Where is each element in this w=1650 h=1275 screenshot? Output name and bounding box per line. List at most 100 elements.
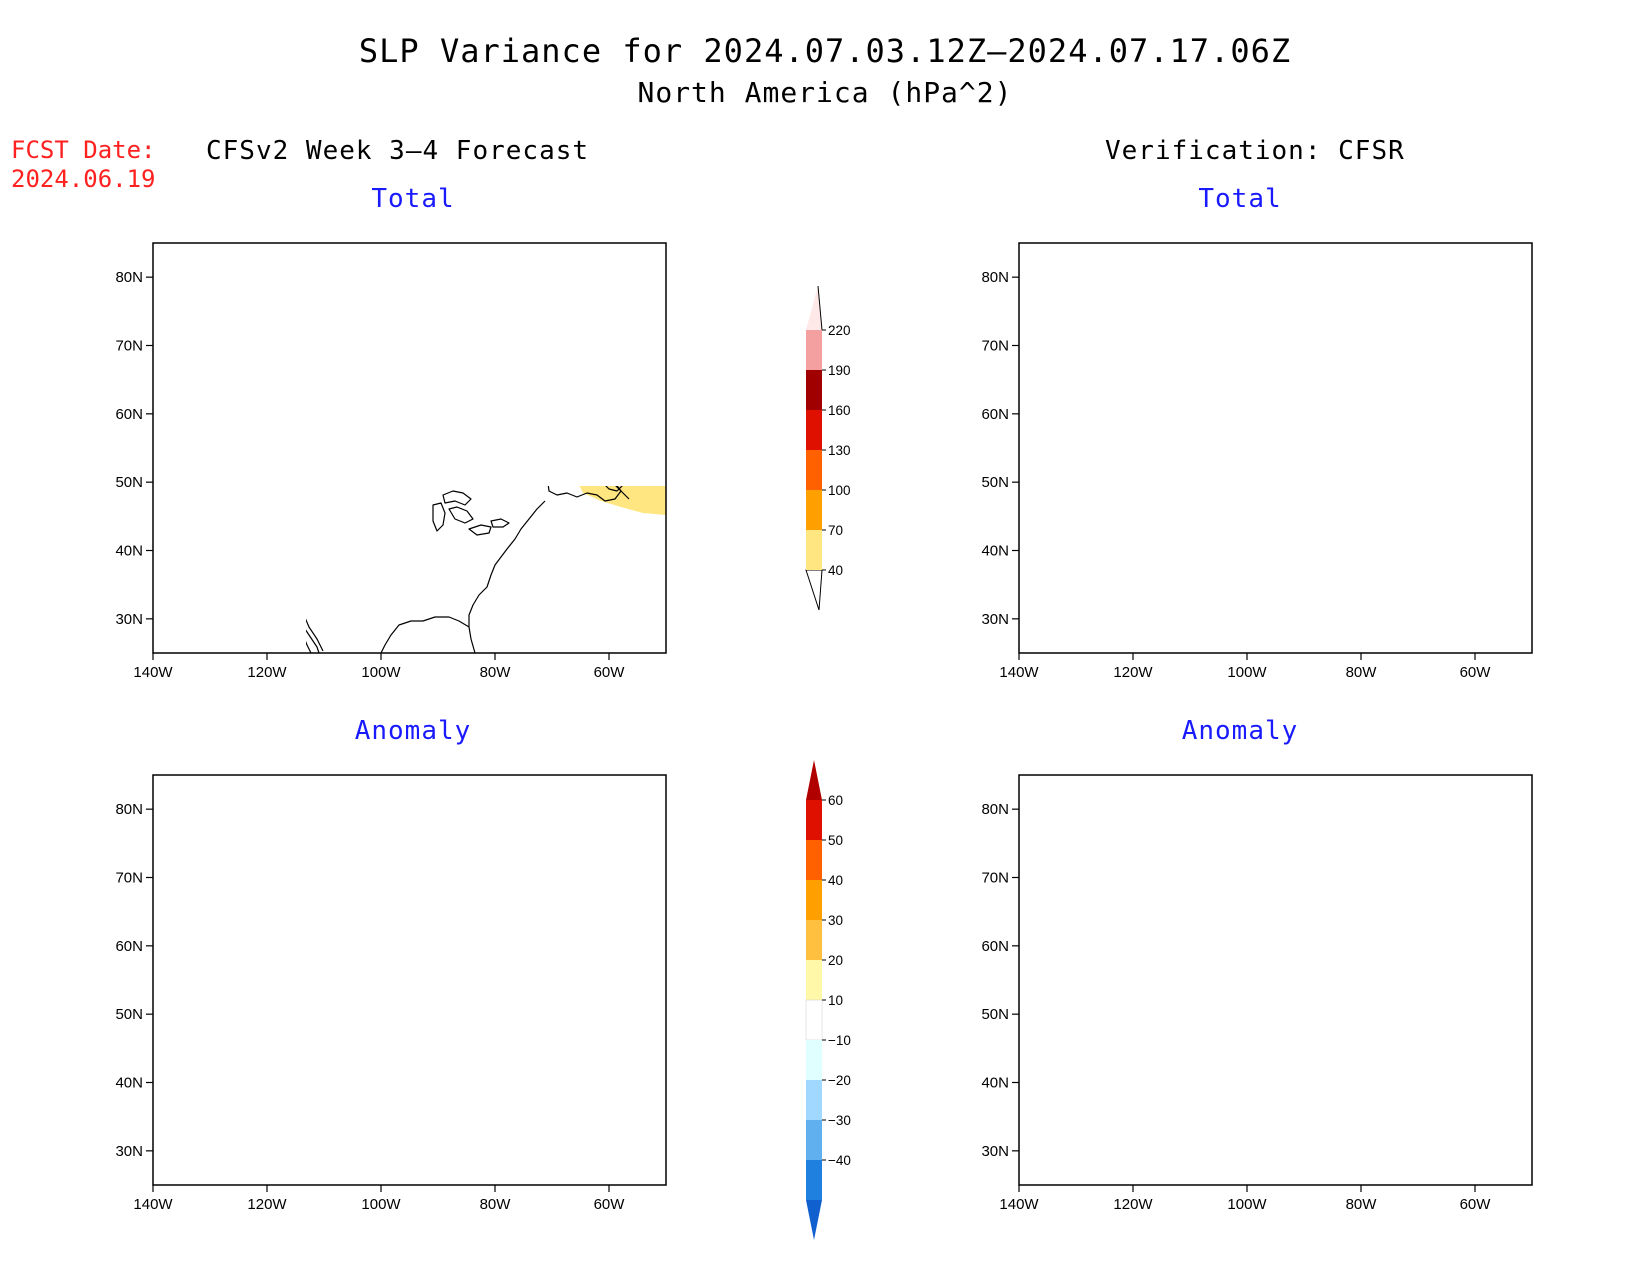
lat-tick-label: 30N [981, 1143, 1009, 1160]
colorbar-box [806, 330, 822, 370]
lat-tick-label: 40N [981, 543, 1009, 560]
colorbar-upper-arrow [806, 286, 822, 330]
verification-anomaly-panel: 80N 70N 60N 50N 40N 30N 140W 120W 100W 80W 60W [981, 774, 1533, 1213]
lon-tick-label: 60W [594, 664, 626, 681]
colorbar-label: 40 [828, 563, 843, 578]
colorbar-label: 40 [828, 873, 843, 888]
chart-title: SLP Variance for 2024.07.03.12Z–2024.07.… [358, 32, 1292, 70]
lon-tick-label: 80W [480, 1196, 512, 1213]
colorbar-box [806, 800, 822, 840]
colorbar-box [806, 490, 822, 530]
lat-tick-label: 50N [115, 1006, 143, 1023]
lon-tick-label: 120W [247, 664, 287, 681]
lat-tick-label: 60N [981, 938, 1009, 955]
colorbar-box [806, 1040, 822, 1080]
colorbar-box [806, 1080, 822, 1120]
colorbar-label: 160 [828, 403, 851, 418]
colorbar-lower-arrow [805, 569, 823, 611]
lon-tick-label: 140W [133, 1196, 173, 1213]
forecast-date: FCST Date: 2024.06.19 [11, 136, 156, 194]
lat-tick-label: 50N [981, 474, 1009, 491]
colorbar-box [806, 370, 822, 410]
variance-shade [579, 486, 666, 515]
colorbar-box [806, 960, 822, 1000]
forecast-date-label: FCST Date: [11, 136, 156, 164]
lat-tick-label: 30N [981, 611, 1009, 628]
lat-tick-label: 30N [115, 611, 143, 628]
colorbar-label: 10 [828, 993, 843, 1008]
colorbar-label: 30 [828, 913, 843, 928]
lon-tick-label: 140W [133, 664, 173, 681]
lon-tick-label: 80W [1346, 1196, 1378, 1213]
colorbar-label: 100 [828, 483, 851, 498]
verification-anomaly-subtitle: Anomaly [1181, 716, 1299, 746]
lat-tick-label: 50N [115, 474, 143, 491]
colorbar-box [806, 840, 822, 880]
colorbar-box [806, 530, 822, 570]
forecast-anomaly-subtitle: Anomaly [354, 716, 472, 746]
colorbar-label: −30 [828, 1113, 851, 1128]
lat-tick-label: 60N [981, 406, 1009, 423]
forecast-total-subtitle: Total [371, 184, 455, 214]
colorbar-box [806, 410, 822, 450]
colorbar-box [806, 920, 822, 960]
lat-tick-label: 60N [115, 406, 143, 423]
colorbar-label: 130 [828, 443, 851, 458]
forecast-anomaly-panel: 80N 70N 60N 50N 40N 30N 140W 120W 100W 80W 60W [115, 774, 667, 1213]
colorbar-label: −20 [828, 1073, 851, 1088]
colorbar-label: 220 [828, 323, 851, 338]
lon-tick-label: 100W [361, 664, 401, 681]
lat-tick-label: 40N [115, 543, 143, 560]
lat-tick-label: 50N [981, 1006, 1009, 1023]
lat-tick-label: 80N [981, 269, 1009, 286]
verification-column-heading: Verification: CFSR [1105, 136, 1405, 166]
colorbar-box [806, 1120, 822, 1160]
colorbar-label: −40 [828, 1153, 851, 1168]
lon-tick-label: 100W [361, 1196, 401, 1213]
lat-tick-label: 30N [115, 1143, 143, 1160]
total-colorbar: 40 70 100 130 160 190 220 [805, 285, 851, 611]
lon-tick-label: 100W [1227, 664, 1267, 681]
lon-tick-label: 120W [1113, 664, 1153, 681]
colorbar-box [806, 450, 822, 490]
colorbar-label: 20 [828, 953, 843, 968]
lon-tick-label: 100W [1227, 1196, 1267, 1213]
lat-tick-label: 60N [115, 938, 143, 955]
forecast-column-heading: CFSv2 Week 3–4 Forecast [206, 136, 590, 166]
lat-tick-label: 40N [981, 1075, 1009, 1092]
forecast-total-panel: 80N 70N 60N 50N 40N 30N 140W 120W 100W 80W 60W [115, 242, 667, 681]
lon-tick-label: 120W [1113, 1196, 1153, 1213]
colorbar-label: 50 [828, 833, 843, 848]
lon-tick-label: 120W [247, 1196, 287, 1213]
colorbar-label: 70 [828, 523, 843, 538]
lat-tick-label: 40N [115, 1075, 143, 1092]
lat-tick-label: 80N [115, 801, 143, 818]
verification-total-subtitle: Total [1198, 184, 1282, 214]
lon-tick-label: 80W [480, 664, 512, 681]
colorbar-label: 190 [828, 363, 851, 378]
lat-tick-label: 80N [981, 801, 1009, 818]
lat-tick-label: 80N [115, 269, 143, 286]
lat-tick-label: 70N [981, 338, 1009, 355]
colorbar-box [806, 1160, 822, 1200]
lat-tick-label: 70N [981, 870, 1009, 887]
chart-subtitle: North America (hPa^2) [637, 76, 1013, 109]
colorbar-box [805, 999, 823, 1041]
colorbar-box [806, 880, 822, 920]
colorbar-lower-arrow [806, 1200, 822, 1240]
anomaly-colorbar: 60 50 40 30 20 10 −10 −20 −30 −40 [805, 760, 851, 1240]
colorbar-upper-arrow [806, 760, 822, 800]
colorbar-label: 60 [828, 793, 843, 808]
lon-tick-label: 140W [999, 664, 1039, 681]
colorbar-label: −10 [828, 1033, 851, 1048]
lon-tick-label: 80W [1346, 664, 1378, 681]
lat-tick-label: 70N [115, 870, 143, 887]
verification-total-panel: 80N 70N 60N 50N 40N 30N 140W 120W 100W 80W 60W [981, 242, 1533, 681]
lon-tick-label: 60W [1460, 664, 1492, 681]
lon-tick-label: 140W [999, 1196, 1039, 1213]
lon-tick-label: 60W [1460, 1196, 1492, 1213]
lat-tick-label: 70N [115, 338, 143, 355]
lon-tick-label: 60W [594, 1196, 626, 1213]
forecast-date-value: 2024.06.19 [11, 165, 156, 193]
